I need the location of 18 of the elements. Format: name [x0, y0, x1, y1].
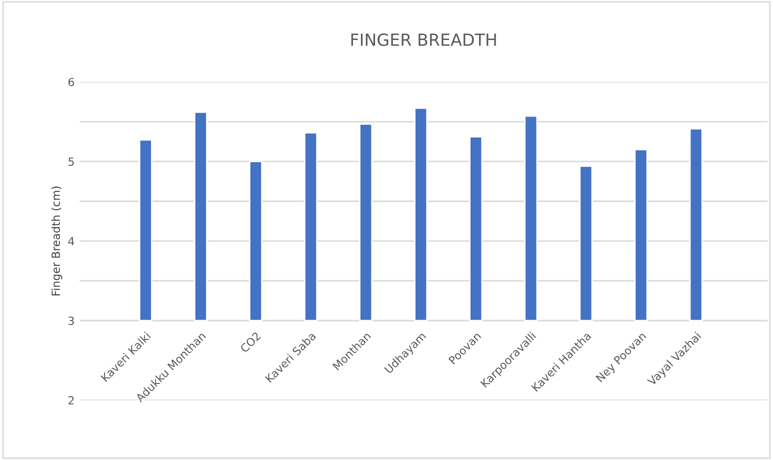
y-tick-label: 5 — [68, 158, 74, 166]
y-tick-label: 3 — [68, 316, 74, 325]
y-axis-title: Finger Breadth (cm) — [51, 186, 62, 296]
bar — [689, 128, 703, 322]
bar — [248, 160, 262, 322]
bar — [579, 166, 593, 322]
bar — [634, 148, 648, 322]
y-tick-label: 4 — [68, 237, 74, 246]
bar — [194, 111, 208, 322]
bar — [359, 123, 373, 322]
y-tick-label: 2 — [68, 396, 74, 404]
bar — [524, 115, 538, 322]
chart-title: FINGER BREADTH — [351, 33, 496, 46]
bar — [469, 136, 483, 322]
bar — [414, 107, 428, 322]
y-tick-label: 6 — [68, 78, 74, 86]
bar — [304, 132, 318, 322]
bar — [138, 139, 152, 322]
